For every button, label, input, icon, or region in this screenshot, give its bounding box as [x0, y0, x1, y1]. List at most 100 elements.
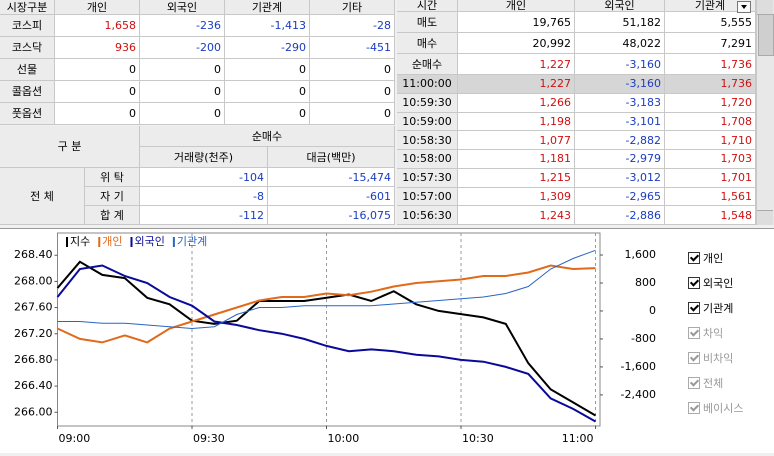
scroll-down[interactable] [757, 210, 773, 225]
row-header: 순매수 [397, 54, 458, 75]
cell: 1,708 [665, 112, 756, 132]
y-tick-label: 268.40 [14, 248, 53, 261]
column-header: 기타 [310, 0, 395, 15]
option-checkbox[interactable]: 개인 [688, 250, 723, 266]
checkbox [688, 402, 700, 414]
option-label: 차익 [703, 327, 724, 340]
time-cell: 10:58:30 [397, 131, 458, 150]
legend-label: 외국인 [135, 235, 165, 248]
time-cell: 10:56:30 [397, 206, 458, 225]
cell: -3,101 [575, 112, 665, 132]
option-label: 외국인 [703, 277, 734, 290]
time-cell: 10:57:30 [397, 168, 458, 188]
cell: 1,701 [665, 168, 756, 188]
scrollbar[interactable] [756, 0, 774, 225]
cell: 0 [225, 59, 310, 81]
legend-label: 기관계 [177, 235, 207, 248]
legend-swatch [66, 237, 68, 247]
cell: 51,182 [575, 12, 665, 33]
series-line [56, 260, 597, 417]
column-header: 대금(백만) [268, 147, 395, 168]
cell: 0 [140, 59, 225, 81]
cell: -3,160 [575, 75, 665, 94]
cell: -3,012 [575, 168, 665, 188]
legend-label: 개인 [102, 235, 122, 248]
x-tick-label: 09:30 [193, 432, 225, 445]
option-checkbox: 베이시스 [688, 400, 743, 416]
cell: 0 [55, 81, 140, 103]
cell: 1,243 [458, 206, 575, 225]
option-checkbox: 비차익 [688, 350, 733, 366]
cell: -2,979 [575, 150, 665, 169]
y2-tick-label: -1,600 [621, 360, 656, 373]
cell: -200 [140, 37, 225, 59]
cell: 5,555 [665, 12, 756, 33]
series-line [57, 249, 596, 330]
cell: 0 [140, 103, 225, 125]
plot-frame [57, 232, 601, 427]
cell: 0 [225, 103, 310, 125]
cell: 1,198 [458, 112, 575, 132]
row-header: 코스피 [0, 15, 55, 37]
checkbox[interactable] [688, 252, 700, 264]
option-checkbox[interactable]: 기관계 [688, 300, 733, 316]
cell: -3,160 [575, 54, 665, 75]
column-header: 개인 [55, 0, 140, 15]
cell: -451 [310, 37, 395, 59]
cell: 1,309 [458, 187, 575, 207]
row-header: 합 계 [85, 206, 140, 225]
cell: -16,075 [268, 206, 395, 225]
cell: -290 [225, 37, 310, 59]
y-tick-label: 266.00 [14, 405, 53, 418]
cell: 7,291 [665, 33, 756, 54]
option-checkbox: 전체 [688, 375, 723, 391]
option-label: 기관계 [703, 302, 734, 315]
row-header: 자 기 [85, 187, 140, 206]
scroll-up[interactable] [757, 0, 773, 15]
checkbox[interactable] [688, 302, 700, 314]
cell: -3,183 [575, 93, 665, 113]
time-cell: 10:59:00 [397, 112, 458, 132]
cell: 1,658 [55, 15, 140, 37]
cell: 0 [140, 81, 225, 103]
dropdown-button[interactable] [737, 1, 751, 13]
y-tick-label: 266.40 [14, 379, 53, 392]
cell: 0 [55, 59, 140, 81]
legend-swatch [98, 237, 101, 247]
group-header: 순매수 [140, 126, 395, 147]
x-tick-label: 09:00 [59, 432, 91, 445]
cell: 1,703 [665, 150, 756, 169]
cell: -601 [268, 187, 395, 206]
scroll-thumb[interactable] [758, 14, 774, 56]
legend-swatch [130, 237, 133, 247]
time-cell: 10:58:00 [397, 150, 458, 169]
cell: 1,215 [458, 168, 575, 188]
checkbox [688, 327, 700, 339]
y2-tick-label: -2,400 [621, 388, 656, 401]
row-header: 풋옵션 [0, 103, 55, 125]
column-header: 시간 [397, 0, 458, 12]
option-label: 베이시스 [703, 402, 744, 415]
series-line [56, 264, 596, 423]
y2-tick-label: 1,600 [625, 248, 657, 261]
x-tick-label: 11:00 [562, 432, 594, 445]
cell: -8 [140, 187, 268, 206]
cell: -112 [140, 206, 268, 225]
cell: 1,720 [665, 93, 756, 113]
cell: 1,181 [458, 150, 575, 169]
column-header: 시장구분 [0, 0, 55, 15]
cell: -2,886 [575, 206, 665, 225]
row-header: 위 탁 [85, 168, 140, 187]
option-checkbox[interactable]: 외국인 [688, 275, 733, 291]
cell: 20,992 [458, 33, 575, 54]
cell: -2,882 [575, 131, 665, 150]
y-tick-label: 267.20 [14, 327, 53, 340]
column-header: 개인 [458, 0, 575, 12]
cell: 0 [310, 81, 395, 103]
time-cell: 10:59:30 [397, 93, 458, 113]
cell: 936 [55, 37, 140, 59]
y2-tick-label: 0 [649, 304, 656, 317]
checkbox[interactable] [688, 277, 700, 289]
series-line [57, 264, 596, 344]
